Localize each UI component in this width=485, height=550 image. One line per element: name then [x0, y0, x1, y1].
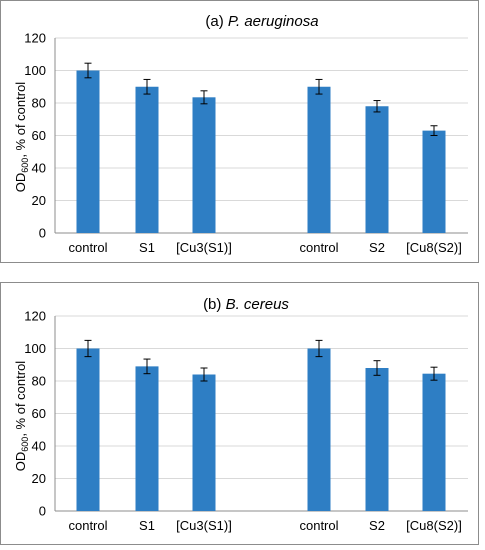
panel-b-y-axis-label: OD600, % of control — [13, 361, 30, 472]
panel-b-x-tick-label: control — [68, 518, 107, 533]
panel-b-y-tick-label: 0 — [39, 504, 46, 519]
chart-panel-b: (b) B. cereus OD600, % of control 020406… — [0, 282, 479, 545]
panel-a-y-tick-label: 100 — [24, 63, 46, 78]
panel-b-y-tick-label: 40 — [32, 439, 46, 454]
panel-b-y-tick-label: 80 — [32, 374, 46, 389]
panel-a-y-tick-label: 20 — [32, 193, 46, 208]
panel-b-x-tick-label: [Cu3(S1)] — [176, 518, 232, 533]
panel-a-title-species: P. aeruginosa — [228, 13, 319, 30]
panel-a-x-tick-label: control — [68, 240, 107, 255]
panel-a-y-tick-label: 40 — [32, 161, 46, 176]
panel-a-title: (a) P. aeruginosa — [205, 13, 318, 30]
panel-a-bar — [135, 86, 159, 233]
chart-panel-a: (a) P. aeruginosa OD600, % of control 0 2… — [0, 0, 479, 263]
panel-b-y-tick-label: 100 — [24, 341, 46, 356]
panel-b-ylabel-sub: 600 — [20, 437, 30, 452]
panel-a-y-tick-label: 80 — [32, 96, 46, 111]
panel-b-y-tick-label: 20 — [32, 471, 46, 486]
panel-b-bar — [76, 348, 100, 511]
panel-b-bar — [422, 373, 446, 511]
panel-b-ylabel-main: OD — [13, 452, 28, 472]
panel-b-x-tick-label: S1 — [139, 518, 155, 533]
panel-a-frame — [0, 0, 479, 263]
panel-a-y-tick-label: 60 — [32, 128, 46, 143]
panel-a-y-tick-label: 120 — [24, 31, 46, 46]
panel-a-ylabel-rest: , % of control — [13, 82, 28, 158]
panel-a-x-tick-label: [Cu8(S2)] — [406, 240, 462, 255]
panel-a-x-tick-label: S1 — [139, 240, 155, 255]
panel-a-bar — [192, 97, 216, 233]
panel-b-x-tick-label: S2 — [369, 518, 385, 533]
panel-b-x-tick-label: [Cu8(S2)] — [406, 518, 462, 533]
panel-a-ylabel-main: OD — [13, 173, 28, 193]
panel-b-bar — [135, 366, 159, 511]
panel-a-y-axis-label: OD600, % of control — [13, 82, 30, 193]
panel-b-title-species: B. cereus — [226, 296, 290, 313]
panel-a-bar — [365, 106, 389, 233]
panel-b-title: (b) B. cereus — [203, 296, 289, 313]
panel-b-y-tick-label: 60 — [32, 406, 46, 421]
panel-b-plot: 0 20 40 60 80 100 120 control S1 [Cu3(S1)] control… — [24, 309, 468, 533]
panel-a-bar — [76, 70, 100, 233]
panel-b-bar — [192, 374, 216, 511]
panel-a-bar — [422, 130, 446, 233]
panel-b-x-tick-label: control — [299, 518, 338, 533]
panel-b-title-prefix: (b) — [203, 296, 226, 313]
panel-a-y-tick-label: 0 — [39, 226, 46, 241]
panel-b-y-tick-label: 120 — [24, 309, 46, 324]
panel-a-ylabel-sub: 600 — [20, 158, 30, 173]
panel-a-x-tick-label: [Cu3(S1)] — [176, 240, 232, 255]
panel-a-x-tick-label: control — [299, 240, 338, 255]
panel-a-plot: 0 20 40 60 80 100 120 control S1 [Cu3(S1)] control… — [24, 31, 468, 255]
panel-a-x-tick-label: S2 — [369, 240, 385, 255]
panel-a-bar — [307, 86, 331, 233]
panel-b-bar — [307, 348, 331, 511]
panel-b-ylabel-rest: , % of control — [13, 361, 28, 437]
panel-b-bar — [365, 368, 389, 511]
panel-a-title-prefix: (a) — [205, 13, 228, 30]
